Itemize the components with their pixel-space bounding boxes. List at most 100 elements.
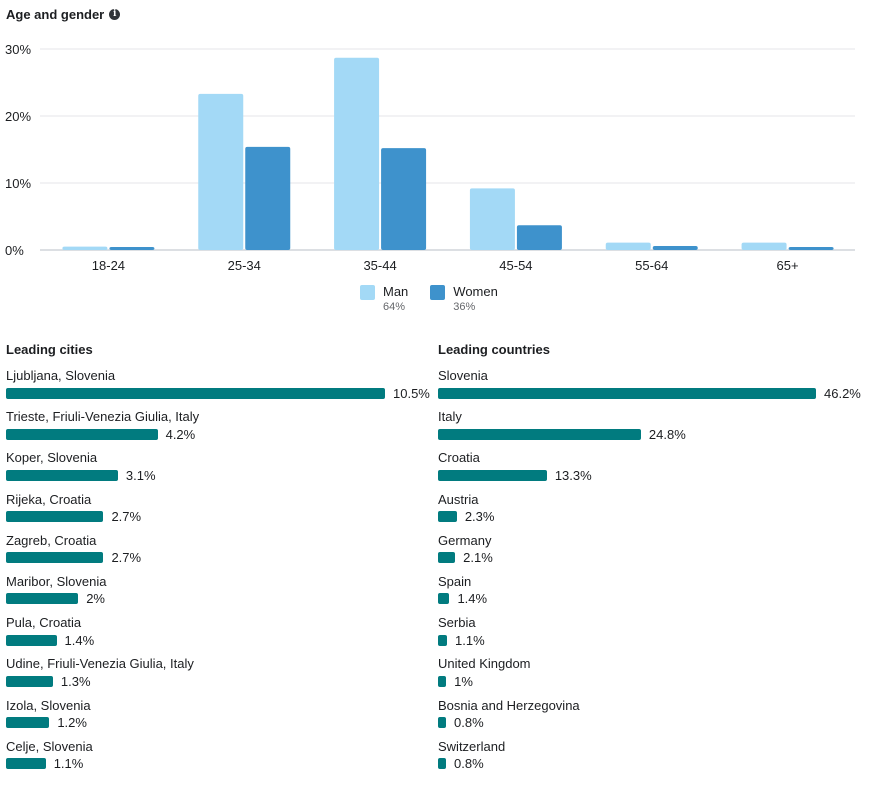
city-bar-line: 3.1%: [6, 468, 436, 483]
info-icon[interactable]: i: [109, 9, 121, 20]
legend-item-man[interactable]: Man 64%: [360, 284, 408, 313]
country-name: United Kingdom: [438, 656, 531, 672]
city-bar-line: 1.2%: [6, 715, 436, 730]
country-bar[interactable]: [438, 387, 816, 399]
bar-women-65+[interactable]: [788, 247, 834, 250]
bar-man-65+[interactable]: [741, 242, 787, 250]
bar-women-55-64[interactable]: [652, 245, 698, 250]
bar-women-35-44[interactable]: [381, 148, 427, 250]
country-row: Slovenia 46.2%: [438, 368, 868, 409]
city-bar-line: 10.5%: [6, 386, 436, 401]
country-name: Croatia: [438, 450, 480, 466]
city-row: Koper, Slovenia 3.1%: [6, 450, 436, 491]
country-bar[interactable]: [438, 511, 457, 523]
country-name: Serbia: [438, 615, 476, 631]
legend-item-women[interactable]: Women 36%: [430, 284, 498, 313]
legend-swatch-women: [430, 285, 446, 300]
city-bar-line: 2%: [6, 591, 436, 607]
country-bar-line: 2.1%: [438, 550, 868, 565]
city-row: Rijeka, Croatia 2.7%: [6, 492, 436, 533]
country-bar[interactable]: [438, 634, 447, 646]
bar-women-25-34[interactable]: [245, 146, 291, 250]
country-bar-line: 46.2%: [438, 385, 868, 401]
city-name: Ljubljana, Slovenia: [6, 368, 116, 383]
city-bar[interactable]: [6, 511, 104, 523]
country-bar-line: 0.8%: [438, 715, 868, 730]
country-row: Bosnia and Herzegovina 0.8%: [438, 698, 868, 739]
city-bar[interactable]: [6, 469, 118, 481]
country-bar-line: 0.8%: [438, 756, 868, 772]
x-tick-label: 45-54: [499, 258, 532, 273]
x-tick-label: 35-44: [363, 258, 396, 273]
bar-man-25-34[interactable]: [198, 93, 244, 250]
country-value: 0.8%: [454, 756, 484, 772]
country-bar-line: 1.4%: [438, 591, 868, 606]
country-bar[interactable]: [438, 469, 547, 481]
y-tick-label: 30%: [5, 42, 31, 57]
city-bar[interactable]: [6, 675, 53, 687]
city-name: Zagreb, Croatia: [6, 532, 97, 548]
bar-man-18-24[interactable]: [62, 246, 108, 250]
city-name: Rijeka, Croatia: [6, 491, 92, 507]
age-gender-title-text: Age and gender: [6, 7, 105, 22]
country-value: 2.3%: [464, 509, 495, 525]
city-row: Pula, Croatia 1.4%: [6, 615, 436, 656]
country-name: Austria: [438, 491, 479, 507]
country-value: 24.8%: [648, 426, 686, 442]
country-value: 1.1%: [455, 632, 485, 648]
bar-women-45-54[interactable]: [516, 225, 562, 250]
city-bar[interactable]: [6, 758, 46, 770]
legend-pct-women: 36%: [453, 301, 476, 313]
x-tick-label: 65+: [777, 258, 799, 273]
chart-legend: Man 64% Women 36%: [360, 284, 498, 313]
legend-swatch-man: [360, 285, 375, 300]
city-name: Pula, Croatia: [6, 615, 82, 631]
city-value: 1.1%: [53, 756, 84, 772]
legend-label-women: Women: [453, 284, 498, 299]
city-value: 1.2%: [57, 715, 87, 730]
city-bar[interactable]: [6, 634, 57, 646]
country-name: Slovenia: [438, 368, 488, 383]
leading-countries-title: Leading countries: [438, 342, 550, 357]
country-row: Serbia 1.1%: [438, 615, 868, 656]
city-value: 2%: [86, 591, 105, 607]
bar-women-18-24[interactable]: [109, 247, 155, 250]
leading-cities-title: Leading cities: [6, 342, 93, 357]
city-bar[interactable]: [6, 593, 79, 605]
city-value: 1.4%: [64, 632, 95, 648]
city-value: 4.2%: [165, 426, 196, 442]
bar-man-45-54[interactable]: [469, 188, 515, 250]
country-row: Switzerland 0.8%: [438, 739, 868, 780]
country-bar[interactable]: [438, 758, 446, 770]
country-bar[interactable]: [438, 717, 446, 728]
age-gender-title: Age and gender i: [6, 7, 121, 22]
country-row: Italy 24.8%: [438, 409, 868, 450]
city-name: Koper, Slovenia: [6, 450, 98, 466]
city-bar-line: 1.3%: [6, 674, 436, 689]
city-bar-line: 4.2%: [6, 426, 436, 442]
country-name: Bosnia and Herzegovina: [438, 697, 580, 713]
age-gender-chart: 0% 10% 20% 30% 18-24 25-34 35-44 45-54 55-64 65+: [5, 42, 855, 273]
leading-cities-list: Leading cities Ljubljana, Slovenia 10.5% T…: [6, 342, 436, 780]
y-tick-label: 10%: [5, 176, 31, 191]
country-name: Switzerland: [438, 738, 506, 754]
city-bar-line: 2.7%: [6, 509, 436, 524]
city-bar[interactable]: [6, 552, 104, 564]
bar-man-55-64[interactable]: [605, 242, 651, 250]
country-value: 0.8%: [454, 715, 484, 730]
y-tick-label: 0%: [5, 243, 24, 258]
country-value: 1%: [454, 673, 473, 689]
city-bar[interactable]: [6, 428, 158, 440]
country-bar[interactable]: [438, 593, 450, 605]
city-bar[interactable]: [6, 717, 50, 728]
city-bar[interactable]: [6, 387, 385, 399]
city-bar-line: 1.1%: [6, 756, 436, 772]
legend-pct-man: 64%: [383, 301, 406, 313]
country-bar[interactable]: [438, 675, 447, 687]
city-name: Trieste, Friuli-Venezia Giulia, Italy: [6, 409, 200, 425]
country-value: 46.2%: [824, 385, 861, 401]
city-name: Izola, Slovenia: [6, 697, 91, 713]
country-bar[interactable]: [438, 428, 641, 440]
country-bar[interactable]: [438, 552, 456, 564]
bar-man-35-44[interactable]: [334, 57, 380, 251]
